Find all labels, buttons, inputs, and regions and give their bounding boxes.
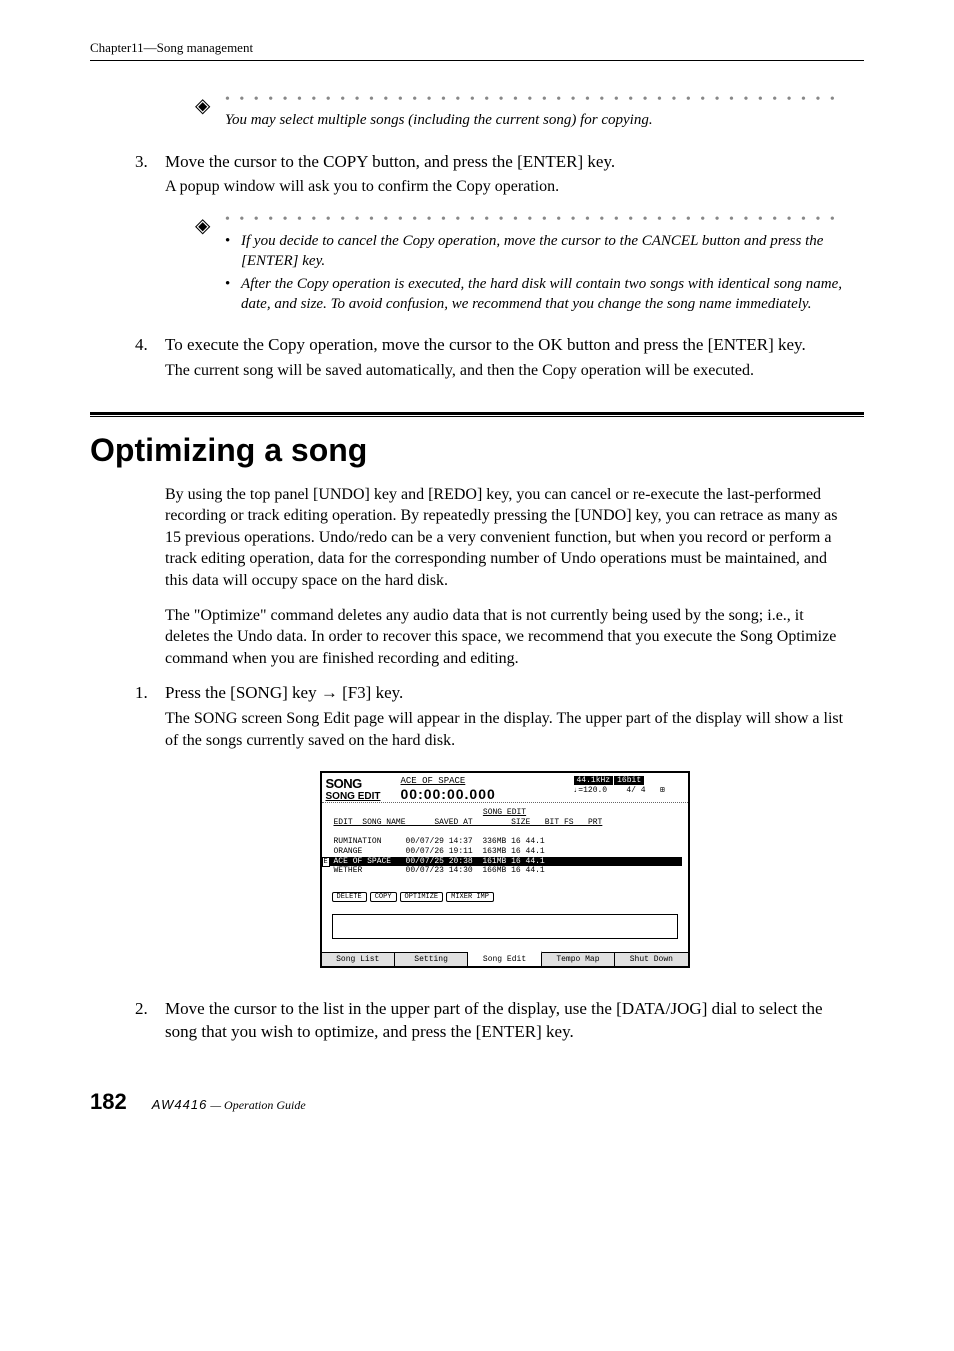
footer-guide-label: — Operation Guide <box>210 1098 305 1113</box>
tip-bullet: If you decide to cancel the Copy operati… <box>225 231 844 272</box>
product-logo: AW4416 <box>152 1097 208 1112</box>
tempo-value: ♩=120.0 <box>574 786 608 795</box>
opt-step-1: 1. Press the [SONG] key → [F3] key. The … <box>165 682 844 751</box>
page-number: 182 <box>90 1089 127 1115</box>
tab-song-edit[interactable]: Song Edit <box>468 951 541 966</box>
step-number: 4. <box>135 334 148 357</box>
tab-setting[interactable]: Setting <box>395 953 468 966</box>
screen-body: SONG EDIT EDIT SONG NAME SAVED AT SIZE B… <box>322 803 688 951</box>
song-row[interactable]: ACE OF SPACE 00/07/25 20:38 161MB 16 44.… <box>324 857 682 867</box>
step-number: 3. <box>135 151 148 174</box>
song-row[interactable]: WETHER 00/07/23 14:30 166MB 16 44.1 <box>328 866 682 876</box>
dots-separator: • • • • • • • • • • • • • • • • • • • • … <box>225 216 844 226</box>
delete-button[interactable]: DELETE <box>332 892 367 902</box>
step-4: 4. To execute the Copy operation, move t… <box>165 334 844 382</box>
timesig-value: 4/ 4 <box>626 786 645 795</box>
tip-text: You may select multiple songs (including… <box>225 111 844 131</box>
section-paragraph: The "Optimize" command deletes any audio… <box>165 605 844 670</box>
step-body: A popup window will ask you to confirm t… <box>165 176 844 198</box>
time-counter: 00:00:00.000 <box>401 786 574 802</box>
opt-step-2: 2. Move the cursor to the list in the up… <box>165 998 844 1044</box>
song-list[interactable]: RUMINATION 00/07/29 14:37 336MB 16 44.1O… <box>328 837 682 875</box>
section-rule <box>90 412 864 415</box>
tab-shut-down[interactable]: Shut Down <box>615 953 687 966</box>
step-3: 3. Move the cursor to the COPY button, a… <box>165 151 844 199</box>
step-number: 1. <box>135 682 148 705</box>
chapter-header: Chapter11—Song management <box>90 40 864 56</box>
table-header-row: EDIT SONG NAME SAVED AT SIZE BIT FS PRT <box>328 818 682 827</box>
mixer-imp-button[interactable]: MIXER IMP <box>446 892 494 902</box>
button-row: DELETECOPYOPTIMIZEMIXER IMP <box>328 891 682 902</box>
section-paragraph: By using the top panel [UNDO] key and [R… <box>165 484 844 592</box>
step-lead: Move the cursor to the list in the upper… <box>165 999 823 1041</box>
rec-icon: ⊞ <box>660 786 665 795</box>
step-lead: To execute the Copy operation, move the … <box>165 335 806 354</box>
tab-bar[interactable]: Song ListSettingSong EditTempo MapShut D… <box>322 952 688 966</box>
song-row[interactable]: ORANGE 00/07/26 19:11 163MB 16 44.1 <box>328 847 682 857</box>
page-footer: 182 AW4416 — Operation Guide <box>90 1089 864 1115</box>
section-title: Optimizing a song <box>90 432 864 469</box>
step-body: The SONG screen Song Edit page will appe… <box>165 708 844 751</box>
screen-subtitle: SONG EDIT <box>326 791 401 802</box>
tab-song-list[interactable]: Song List <box>322 953 395 966</box>
tip-block-1: ◈ • • • • • • • • • • • • • • • • • • • … <box>225 96 844 131</box>
current-song-name: ACE OF SPACE <box>401 776 574 786</box>
tip-bullet: After the Copy operation is executed, th… <box>225 274 844 315</box>
section-rule <box>90 416 864 417</box>
step-body: The current song will be saved automatic… <box>165 360 844 382</box>
hint-box <box>332 914 678 939</box>
dots-separator: • • • • • • • • • • • • • • • • • • • • … <box>225 96 844 106</box>
tip-icon: ◈ <box>195 213 210 238</box>
bitdepth-badge: 16bit <box>614 776 644 785</box>
step-number: 2. <box>135 998 148 1021</box>
chapter-rule <box>90 60 864 61</box>
screenshot-container: SONG SONG EDIT ACE OF SPACE 00:00:00.000… <box>165 771 844 967</box>
tip-icon: ◈ <box>195 93 210 118</box>
tip-bullet-list: If you decide to cancel the Copy operati… <box>225 231 844 314</box>
optimize-button[interactable]: OPTIMIZE <box>400 892 444 902</box>
screen-header: SONG SONG EDIT ACE OF SPACE 00:00:00.000… <box>322 773 688 803</box>
copy-button[interactable]: COPY <box>370 892 397 902</box>
samplerate-badge: 44.1kHz <box>574 776 614 785</box>
tab-tempo-map[interactable]: Tempo Map <box>542 953 615 966</box>
panel-label: SONG EDIT <box>328 808 682 817</box>
step-lead: Press the [SONG] key → [F3] key. <box>165 683 403 702</box>
step-lead: Move the cursor to the COPY button, and … <box>165 152 615 171</box>
song-row[interactable]: RUMINATION 00/07/29 14:37 336MB 16 44.1 <box>328 837 682 847</box>
device-screenshot: SONG SONG EDIT ACE OF SPACE 00:00:00.000… <box>320 771 690 967</box>
tip-block-2: ◈ • • • • • • • • • • • • • • • • • • • … <box>225 216 844 314</box>
screen-title: SONG <box>326 776 401 791</box>
